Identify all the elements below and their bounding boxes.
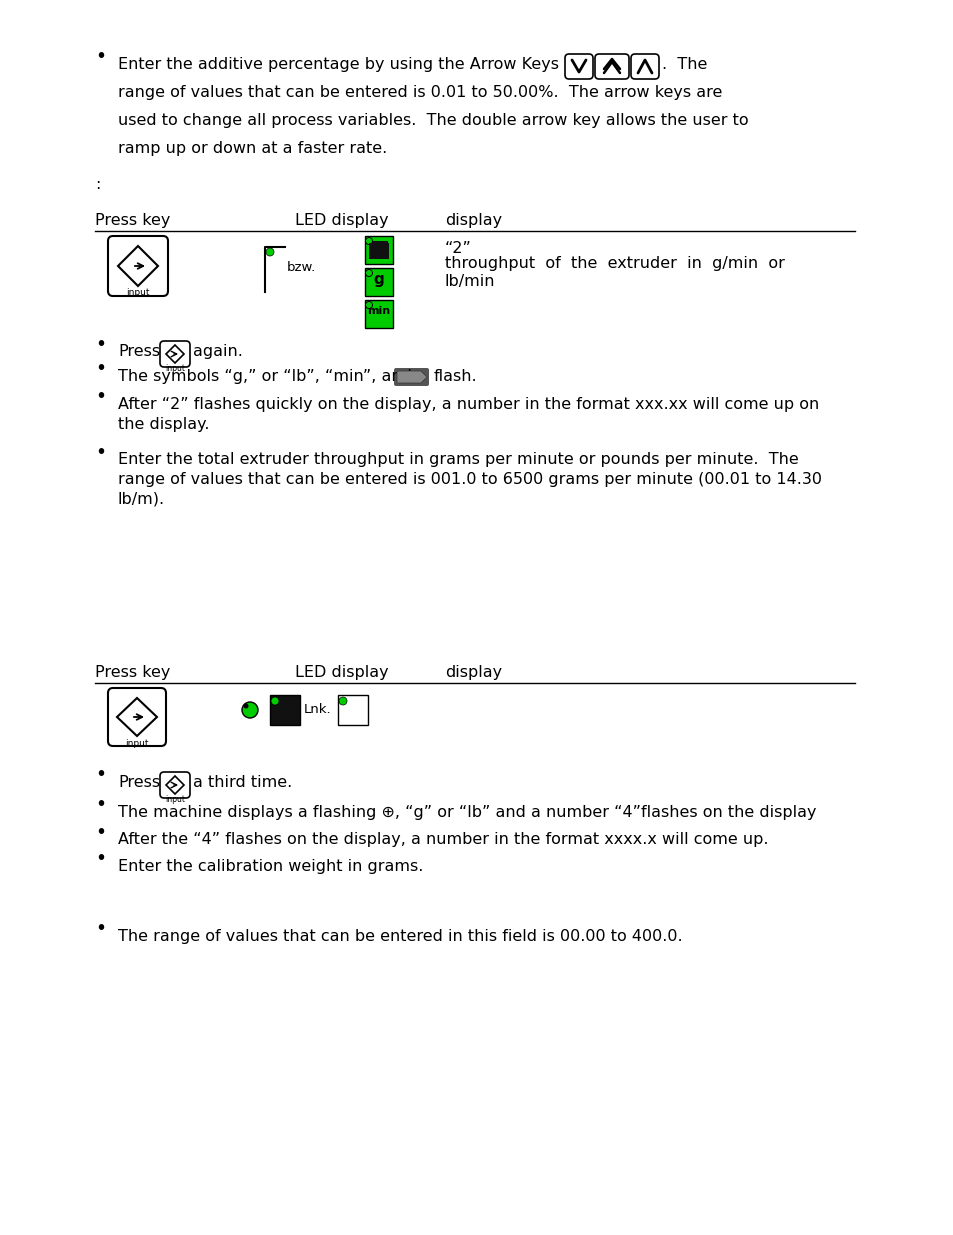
Text: lb/m).: lb/m).: [118, 492, 165, 508]
Circle shape: [365, 301, 372, 309]
Text: •: •: [95, 920, 106, 939]
Text: a third time.: a third time.: [193, 776, 292, 790]
FancyBboxPatch shape: [564, 54, 593, 79]
Text: After “2” flashes quickly on the display, a number in the format xxx.xx will com: After “2” flashes quickly on the display…: [118, 396, 819, 412]
Circle shape: [242, 701, 257, 718]
Text: ramp up or down at a faster rate.: ramp up or down at a faster rate.: [118, 141, 387, 156]
Text: LED display: LED display: [294, 664, 388, 680]
Text: bzw.: bzw.: [287, 261, 315, 274]
Polygon shape: [117, 698, 157, 736]
Text: Press: Press: [118, 345, 160, 359]
Text: range of values that can be entered is 001.0 to 6500 grams per minute (00.01 to : range of values that can be entered is 0…: [118, 472, 821, 487]
Text: again.: again.: [193, 345, 243, 359]
Text: input: input: [125, 739, 149, 748]
Bar: [370, 241, 388, 248]
Text: input: input: [165, 795, 185, 804]
Text: After the “4” flashes on the display, a number in the format xxxx.x will come up: After the “4” flashes on the display, a …: [118, 832, 768, 847]
Text: •: •: [95, 359, 106, 378]
Polygon shape: [166, 345, 184, 363]
Bar: [365, 300, 393, 329]
Circle shape: [243, 704, 248, 709]
Text: input: input: [126, 288, 150, 296]
Text: Enter the total extruder throughput in grams per minute or pounds per minute.  T: Enter the total extruder throughput in g…: [118, 452, 798, 467]
Text: display: display: [444, 212, 501, 228]
Text: range of values that can be entered is 0.01 to 50.00%.  The arrow keys are: range of values that can be entered is 0…: [118, 85, 721, 100]
Text: input: input: [165, 364, 185, 373]
Text: Lnk.: Lnk.: [304, 703, 332, 716]
FancyBboxPatch shape: [595, 54, 628, 79]
FancyBboxPatch shape: [630, 54, 659, 79]
Text: flash.: flash.: [434, 369, 477, 384]
FancyBboxPatch shape: [394, 368, 429, 387]
Polygon shape: [396, 370, 427, 383]
Bar: [270, 695, 299, 725]
FancyBboxPatch shape: [108, 236, 168, 296]
Text: •: •: [95, 795, 106, 815]
Text: •: •: [95, 766, 106, 784]
Circle shape: [365, 269, 372, 277]
Text: min: min: [367, 306, 390, 316]
Text: “2”: “2”: [444, 241, 472, 256]
Text: Enter the additive percentage by using the Arrow Keys: Enter the additive percentage by using t…: [118, 57, 558, 72]
Text: The symbols “g,” or “lb”, “min”, and: The symbols “g,” or “lb”, “min”, and: [118, 369, 412, 384]
Circle shape: [365, 237, 372, 245]
FancyBboxPatch shape: [108, 688, 166, 746]
Text: throughput  of  the  extruder  in  g/min  or: throughput of the extruder in g/min or: [444, 256, 784, 270]
Text: •: •: [95, 850, 106, 868]
Text: LED display: LED display: [294, 212, 388, 228]
Circle shape: [338, 697, 347, 705]
Text: Press key: Press key: [95, 664, 171, 680]
Text: Enter the calibration weight in grams.: Enter the calibration weight in grams.: [118, 860, 423, 874]
Text: The machine displays a flashing ⊕, “g” or “lb” and a number “4”flashes on the di: The machine displays a flashing ⊕, “g” o…: [118, 805, 816, 820]
Text: :: :: [95, 177, 100, 191]
Bar: [365, 236, 393, 264]
Text: •: •: [95, 335, 106, 353]
Text: •: •: [95, 388, 106, 406]
Text: the display.: the display.: [118, 417, 210, 432]
Text: lb/min: lb/min: [444, 274, 495, 289]
Text: •: •: [95, 823, 106, 841]
FancyBboxPatch shape: [160, 341, 190, 367]
Text: .  The: . The: [661, 57, 706, 72]
Circle shape: [271, 697, 278, 705]
Bar: [369, 245, 389, 259]
Text: •: •: [95, 442, 106, 462]
Text: Press key: Press key: [95, 212, 171, 228]
Text: g: g: [374, 272, 384, 287]
Text: Press: Press: [118, 776, 160, 790]
Text: display: display: [444, 664, 501, 680]
Text: •: •: [95, 47, 106, 67]
Bar: [337, 695, 368, 725]
Text: The range of values that can be entered in this field is 00.00 to 400.0.: The range of values that can be entered …: [118, 929, 682, 944]
Polygon shape: [118, 246, 158, 287]
FancyBboxPatch shape: [160, 772, 190, 798]
Polygon shape: [166, 776, 184, 794]
Circle shape: [266, 248, 274, 256]
Text: used to change all process variables.  The double arrow key allows the user to: used to change all process variables. Th…: [118, 112, 748, 128]
Bar: [365, 268, 393, 296]
